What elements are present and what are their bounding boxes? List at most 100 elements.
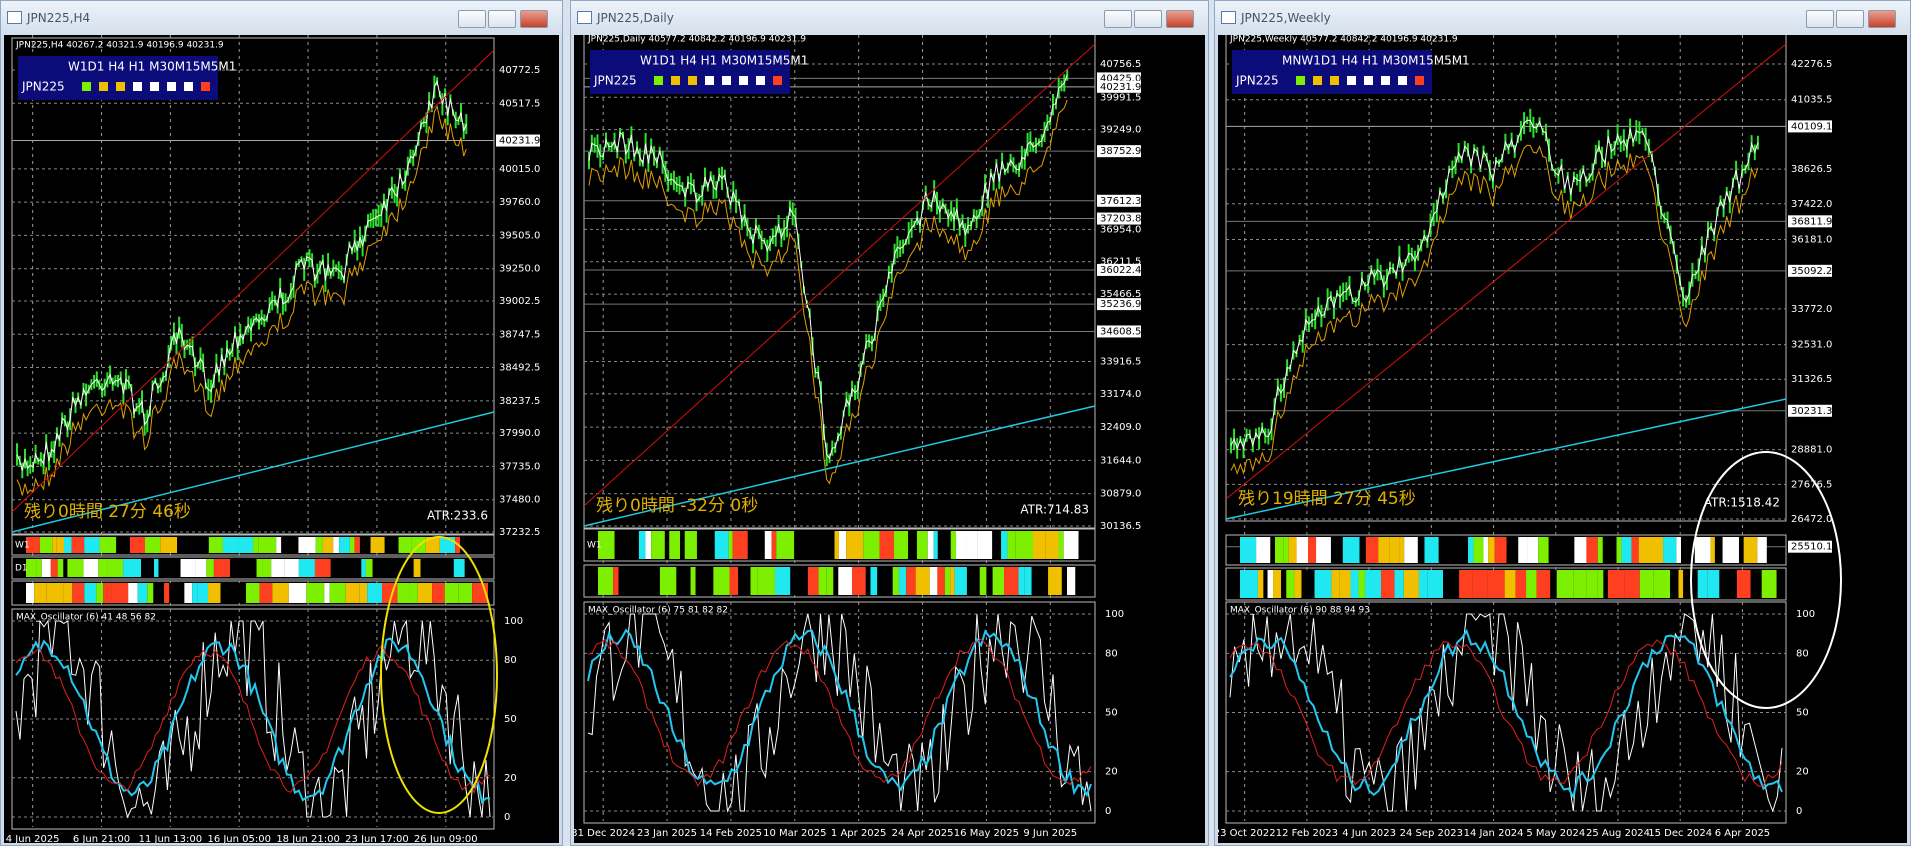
indicator-stripe [937,531,951,559]
info-line: JPN225,Weekly 40577.2 40842.2 40196.9 40… [1229,35,1458,45]
indicator-stripe [359,583,368,603]
indicator-stripe [361,559,366,577]
indicator-stripe [1566,537,1575,563]
indicator-stripe [929,567,938,595]
indicator-stripe [298,559,315,577]
minimize-button[interactable] [1104,10,1132,28]
indicator-stripe [442,559,454,577]
indicator-stripe [63,559,68,577]
close-button[interactable] [1868,10,1896,28]
minimize-button[interactable] [458,10,486,28]
indicator-stripe [614,531,622,559]
price-label: 40015.0 [499,164,540,175]
indicator-stripe [1653,570,1671,598]
indicator-stripe [284,559,299,577]
indicator-stripe [1273,570,1282,598]
indicator-stripe [1757,570,1762,598]
osc-level-label: 100 [1796,609,1815,620]
indicator-stripe [458,583,473,603]
indicator-stripe [147,583,154,603]
current-price: 40231.9 [1100,82,1141,93]
indicator-stripe [1761,570,1777,598]
indicator-stripe [1694,537,1711,563]
oscillator-fast [15,619,491,819]
legend-box [590,50,790,94]
indicator-stripe [757,567,775,595]
title-bar: JPN225,Weekly [1215,1,1910,35]
indicator-stripe [834,531,839,559]
maximize-button[interactable] [1836,10,1864,28]
indicator-stripe [1389,537,1400,563]
level-label: 36022.4 [1100,265,1141,276]
indicator-stripe [1041,567,1049,595]
indicator-stripe [1438,537,1457,563]
indicator-stripe [1638,537,1651,563]
indicator-stripe [979,567,987,595]
indicator-stripe [128,583,138,603]
indicator-stripe [1487,570,1505,598]
legend-swatch [1347,76,1356,85]
indicator-stripe [1342,537,1360,563]
indicator-stripe [826,567,834,595]
chart-window: JPN225,H4 40772.5 40517.5 40015.0 39760.0 395… [0,0,563,846]
indicator-stripe [63,537,72,553]
window-title: JPN225,H4 [27,11,91,25]
price-label: 37990.0 [499,428,540,439]
price-label: 37480.0 [499,495,540,506]
close-button[interactable] [520,10,548,28]
indicator-stripe [714,531,729,559]
indicator-stripe [1018,567,1025,595]
indicator-stripe [26,559,37,577]
indicator-stripe [906,567,916,595]
window-title: JPN225,Weekly [1241,11,1331,25]
legend-symbol: JPN225 [1235,74,1279,88]
indicator-stripe [322,537,334,553]
indicator-stripe [950,567,955,595]
indicator-stripe [41,559,51,577]
indicator-stripe [680,531,685,559]
maximize-button[interactable] [488,10,516,28]
indicator-stripe [1015,531,1033,559]
indicator-stripe [1506,537,1519,563]
indicator-stripe [1286,570,1295,598]
osc-level-label: 100 [1105,609,1124,620]
price-label: 39250.0 [499,264,540,275]
indicator-stripe [664,531,670,559]
indicator-stripe [144,537,161,553]
indicator-stripe [1678,570,1684,598]
indicator-stripe [1417,537,1425,563]
indicator-stripe [96,583,104,603]
indicator-stripe [956,531,967,559]
price-label: 27676.5 [1791,479,1832,490]
legend-swatch [133,82,142,91]
legend-swatch [116,82,125,91]
indicator-stripe [1526,570,1537,598]
legend-swatch [688,76,697,85]
indicator-stripe [444,583,459,603]
indicator-stripe [98,559,108,577]
legend-swatch [671,76,680,85]
indicator-stripe [208,537,223,553]
indicator-stripe [315,537,323,553]
indicator-stripe [129,537,145,553]
panel-label: D1 [15,564,28,574]
indicator-stripe [1364,570,1382,598]
indicator-stripe [776,531,795,559]
maximize-button[interactable] [1134,10,1162,28]
indicator-panel [1225,567,1787,601]
indicator-stripe [397,583,410,603]
date-label: 9 Jun 2025 [1023,828,1077,839]
indicator-stripe [634,567,643,595]
indicator-stripe [197,583,209,603]
level-label: 37612.3 [1100,196,1141,207]
indicator-stripe [1296,537,1309,563]
indicator-stripe [894,531,909,559]
panel-label: W1 [15,541,30,551]
close-button[interactable] [1166,10,1194,28]
indicator-stripe [1403,570,1419,598]
indicator-stripe [1288,537,1297,563]
indicator-stripe [409,583,418,603]
osc-level-label: 20 [1105,767,1118,778]
indicator-stripe [1427,570,1444,598]
minimize-button[interactable] [1806,10,1834,28]
